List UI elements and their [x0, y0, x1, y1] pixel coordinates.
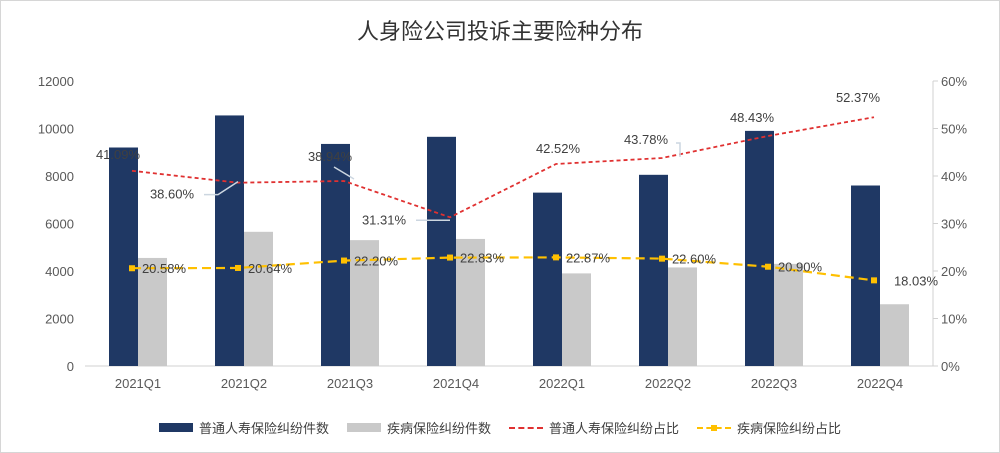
legend-swatch-dash	[509, 427, 543, 429]
legend-item: 疾病保险纠纷占比	[697, 418, 841, 437]
point-disease-ratio	[765, 263, 771, 270]
bar-life	[109, 147, 138, 366]
legend-item: 普通人寿保险纠纷件数	[158, 418, 329, 437]
point-disease-ratio	[871, 277, 877, 284]
y-left-tick-label: 6000	[45, 217, 74, 232]
point-disease-ratio	[129, 265, 135, 272]
data-label-life-ratio: 38.60%	[150, 187, 195, 202]
y-right-tick-label: 20%	[941, 264, 967, 279]
y-left-tick-label: 12000	[38, 74, 74, 89]
data-label-disease-ratio: 22.20%	[354, 254, 399, 269]
y-left-tick-label: 4000	[45, 264, 74, 279]
data-label-life-ratio: 31.31%	[362, 212, 407, 227]
x-tick-label: 2022Q2	[645, 376, 691, 391]
legend-swatch-bar	[158, 423, 193, 432]
bar-life	[745, 130, 774, 366]
point-disease-ratio	[341, 257, 347, 264]
bar-disease	[880, 304, 909, 366]
data-label-disease-ratio: 18.03%	[894, 273, 939, 288]
y-left-tick-label: 8000	[45, 169, 74, 184]
x-tick-label: 2021Q3	[327, 376, 373, 391]
chart-title: 人身险公司投诉主要险种分布	[356, 20, 643, 45]
data-label-life-ratio: 52.37%	[836, 90, 881, 105]
legend-label: 疾病保险纠纷件数	[386, 422, 491, 437]
x-tick-label: 2022Q3	[751, 376, 797, 391]
data-label-life-ratio: 43.78%	[624, 132, 669, 147]
y-left-tick-label: 2000	[45, 312, 74, 327]
point-disease-ratio	[659, 255, 665, 262]
data-label-life-ratio: 38.94%	[308, 149, 353, 164]
data-label-disease-ratio: 20.64%	[248, 261, 293, 276]
bar-disease	[456, 238, 485, 366]
bar-disease	[562, 273, 591, 366]
y-right-tick-label: 40%	[941, 169, 967, 184]
bar-life	[427, 136, 456, 366]
x-tick-label: 2021Q1	[115, 376, 161, 391]
chart-legend: 普通人寿保险纠纷件数 疾病保险纠纷件数 普通人寿保险纠纷占比 疾病保险纠纷占比	[0, 418, 1000, 437]
data-label-disease-ratio: 22.60%	[672, 252, 717, 267]
y-right-tick-label: 50%	[941, 122, 967, 137]
y-right-tick-label: 0%	[941, 359, 960, 374]
bar-life	[533, 192, 562, 366]
legend-label: 疾病保险纠纷占比	[737, 422, 842, 437]
bar-disease	[774, 263, 803, 366]
x-tick-label: 2022Q4	[857, 376, 903, 391]
bar-life	[215, 115, 244, 366]
legend-swatch-bar	[346, 423, 381, 432]
bar-life	[639, 174, 668, 366]
bar-life	[851, 185, 880, 366]
series-line-life-ratio	[131, 116, 875, 219]
y-right-tick-label: 10%	[941, 312, 967, 327]
data-label-disease-ratio: 22.83%	[460, 251, 505, 266]
bar-life	[321, 143, 350, 366]
legend-item: 普通人寿保险纠纷占比	[509, 418, 679, 437]
bar-disease	[668, 267, 697, 366]
data-label-life-ratio: 42.52%	[536, 141, 581, 156]
legend-label: 普通人寿保险纠纷件数	[198, 422, 329, 437]
point-disease-ratio	[553, 254, 559, 261]
point-disease-ratio	[235, 264, 241, 271]
chart-plot: 0 2000 4000 6000 8000 10000 12000 0% 10% 20% 30% 40…	[38, 74, 968, 391]
x-tick-label: 2022Q1	[539, 376, 585, 391]
data-label-disease-ratio: 22.87%	[566, 250, 611, 265]
series-line-disease-ratio	[131, 256, 875, 282]
data-label-disease-ratio: 20.58%	[142, 261, 187, 276]
data-label-life-ratio: 41.09%	[96, 147, 141, 162]
leader-line	[204, 181, 239, 196]
legend-label: 普通人寿保险纠纷占比	[549, 422, 680, 437]
y-right-tick-label: 30%	[941, 217, 967, 232]
legend-swatch-line	[697, 422, 732, 433]
x-tick-label: 2021Q2	[221, 376, 267, 391]
point-disease-ratio	[447, 254, 453, 261]
legend-swatch-line	[509, 422, 543, 433]
leader-line	[333, 166, 355, 180]
bar-disease	[244, 231, 273, 366]
legend-swatch-marker	[711, 425, 718, 431]
y-left-tick-label: 10000	[38, 122, 74, 137]
x-tick-label: 2021Q4	[433, 376, 479, 391]
y-right-tick-label: 60%	[941, 74, 967, 89]
bar-disease	[138, 257, 167, 366]
leader-line	[676, 142, 681, 158]
data-label-disease-ratio: 20.90%	[778, 260, 823, 275]
legend-item: 疾病保险纠纷件数	[346, 418, 491, 437]
y-left-tick-label: 0	[67, 359, 74, 374]
data-label-life-ratio: 48.43%	[730, 110, 775, 125]
